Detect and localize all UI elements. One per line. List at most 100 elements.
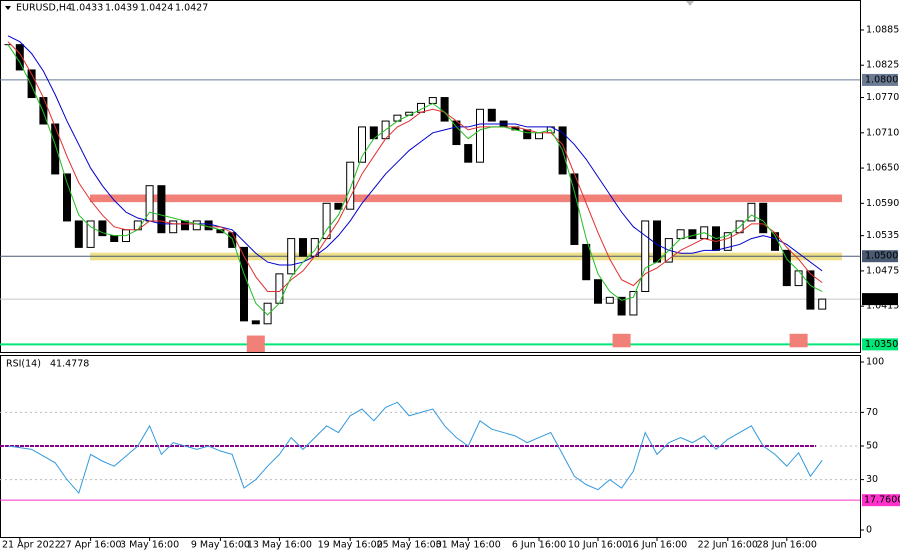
y-tick-label: 1.0590 (866, 198, 899, 209)
level-label: 1.0800 (865, 74, 898, 85)
candle (181, 220, 189, 231)
level-box (862, 250, 898, 263)
y-tick-label: 1.0710 (866, 127, 899, 138)
moving-average (7, 35, 823, 272)
candle (334, 202, 343, 210)
candle (818, 298, 827, 310)
quote-value: 1.0427 (175, 3, 208, 14)
candle (192, 220, 201, 231)
x-tick-label: 3 May 16:00 (120, 540, 179, 550)
level-label: 17.7600 (864, 495, 900, 506)
candle (653, 220, 661, 263)
y-tick-label: 1.0535 (866, 230, 899, 241)
candle (723, 232, 732, 251)
x-tick-label: 9 May 16:00 (191, 540, 250, 550)
candle (582, 243, 591, 281)
quote-value: 1.0424 (140, 3, 173, 14)
candle (204, 220, 213, 231)
x-tick-label: 27 Apr 16:00 (60, 540, 122, 550)
candle (464, 144, 473, 163)
level-box (862, 73, 898, 86)
y-tick-label: 70 (866, 407, 878, 418)
marker-box (789, 333, 808, 348)
candle (794, 270, 803, 287)
quote-value: 1.0433 (70, 3, 103, 14)
candle (27, 69, 36, 99)
candle (747, 202, 756, 222)
y-tick-label: 100 (866, 357, 884, 368)
candle (157, 185, 166, 234)
candle (74, 220, 83, 248)
y-tick-label: 1.0825 (866, 60, 899, 71)
candle (263, 302, 272, 325)
y-tick-label: 30 (866, 474, 878, 485)
shift-marker[interactable] (686, 1, 694, 6)
x-tick-label: 21 Apr 2022 (2, 540, 61, 550)
moving-average (7, 41, 823, 292)
candle (806, 270, 815, 310)
rsi-line (7, 401, 823, 495)
level-box (862, 494, 900, 507)
y-tick-label: 1.0885 (866, 24, 899, 35)
y-tick-label: 50 (866, 441, 878, 452)
candle (676, 229, 685, 240)
candle (287, 238, 296, 275)
y-tick-label: 0 (866, 525, 872, 536)
candle (169, 220, 178, 234)
candle (51, 123, 60, 175)
level-label: 1.0500 (865, 251, 898, 262)
marker-box (246, 335, 265, 352)
x-tick-label: 22 Jun 16:00 (698, 540, 758, 550)
level-label: 1.0427 (865, 294, 898, 305)
candle (86, 220, 95, 248)
level-box (862, 293, 898, 306)
candle (605, 296, 614, 304)
rsi-title: RSI(14) (6, 359, 41, 370)
candle (310, 238, 319, 257)
candle (63, 173, 71, 222)
x-tick-label: 19 May 16:00 (318, 540, 383, 550)
x-tick-label: 6 Jun 16:00 (512, 540, 566, 550)
candle (476, 108, 484, 163)
y-tick-label: 1.0770 (866, 92, 899, 103)
candle (782, 249, 791, 287)
level-box (862, 338, 898, 351)
level-label: 1.0350 (865, 339, 898, 350)
candle (487, 108, 496, 122)
menu-arrow[interactable] (5, 6, 11, 10)
symbol-title: EURUSD,H4 (16, 3, 72, 14)
candle (535, 132, 543, 140)
x-tick-label: 31 May 16:00 (436, 540, 501, 550)
candle (440, 97, 449, 122)
candle (110, 235, 119, 243)
x-tick-label: 25 May 16:00 (377, 540, 442, 550)
marker-box (612, 333, 631, 348)
candle (428, 97, 437, 104)
candle (759, 202, 768, 234)
zone (90, 194, 842, 203)
candle (346, 161, 355, 210)
moving-average (7, 44, 823, 316)
candle (98, 220, 107, 237)
candle (688, 229, 697, 240)
candle (523, 129, 532, 140)
candle (641, 220, 650, 292)
candle (251, 320, 260, 325)
y-tick-label: 1.0475 (866, 265, 899, 276)
candle (617, 296, 626, 316)
price-panel (0, 0, 861, 353)
x-tick-label: 16 Jun 16:00 (627, 540, 687, 550)
candle (594, 279, 602, 304)
x-tick-label: 28 Jun 16:00 (757, 540, 817, 550)
rsi-last: 41.4778 (50, 359, 89, 370)
y-tick-label: 1.0650 (866, 163, 899, 174)
candle (240, 246, 248, 322)
x-tick-label: 13 May 16:00 (247, 540, 312, 550)
candle (629, 290, 638, 316)
candle (358, 126, 366, 163)
candle (299, 238, 307, 257)
quote-value: 1.0439 (105, 3, 138, 14)
x-tick-label: 10 Jun 16:00 (568, 540, 628, 550)
y-tick-label: 1.0415 (866, 301, 899, 312)
